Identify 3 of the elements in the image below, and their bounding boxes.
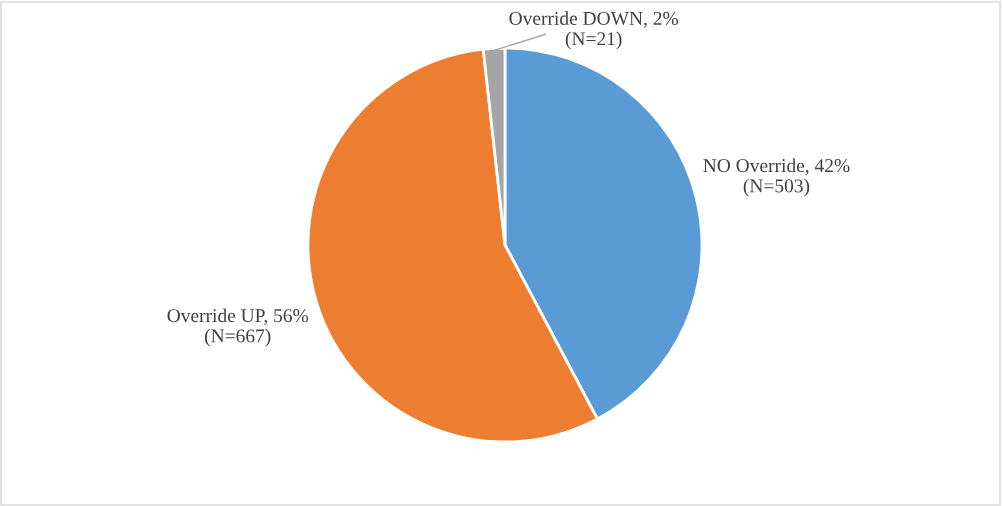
slice-label: Override DOWN, 2% (N=21) — [509, 11, 679, 50]
slice-label: Override UP, 56% (N=667) — [167, 308, 309, 347]
slice-label: NO Override, 42% (N=503) — [703, 158, 850, 197]
